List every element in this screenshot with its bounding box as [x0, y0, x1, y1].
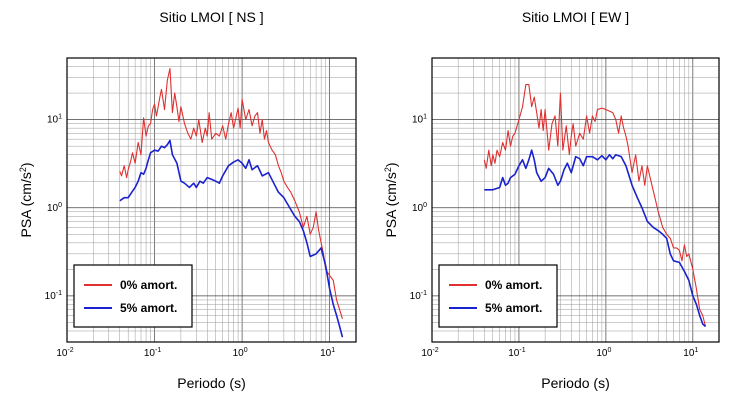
y-tick-label: 10-1: [410, 290, 427, 302]
legend-label: 0% amort.: [120, 278, 177, 292]
y-tick-exponent: 1: [423, 114, 427, 121]
x-tick-base: 10: [508, 348, 520, 359]
chart-title: Sitio LMOI [ EW ]: [522, 9, 629, 25]
x-tick-exponent: 1: [694, 347, 698, 354]
legend-label: 0% amort.: [485, 278, 542, 292]
series-line-damping-0: [119, 67, 343, 319]
y-tick-exponent: -1: [56, 290, 62, 297]
y-tick-label: 100: [412, 202, 427, 214]
grid: [66, 57, 357, 343]
x-tick-label: 10-1: [508, 347, 525, 359]
x-axis-label: Periodo (s): [177, 375, 245, 391]
series-line-damping-0: [483, 83, 707, 327]
x-tick-exponent: 0: [607, 347, 611, 354]
x-axis-label: Periodo (s): [541, 375, 609, 391]
x-tick-exponent: -2: [67, 347, 73, 354]
legend: 0% amort. 5% amort.: [73, 264, 193, 328]
x-tick-base: 10: [144, 348, 156, 359]
legend-box: [438, 264, 558, 328]
y-tick-exponent: -1: [421, 290, 427, 297]
chart-title: Sitio LMOI [ NS ]: [159, 9, 263, 25]
y-axis-label-close: ): [18, 162, 34, 167]
x-tick-exponent: 1: [331, 347, 335, 354]
y-tick-base: 10: [45, 291, 57, 302]
series-line-damping-5: [119, 139, 344, 338]
y-axis-label-close: ): [383, 162, 399, 167]
y-tick-label: 101: [47, 114, 62, 126]
plot-frame: [66, 57, 357, 343]
y-axis-label-superscript: 2: [18, 167, 28, 172]
x-tick-label: 10-1: [144, 347, 161, 359]
y-axis-label-text: PSA (cm/s: [18, 172, 34, 237]
y-tick-label: 100: [47, 202, 62, 214]
y-tick-base: 10: [410, 291, 422, 302]
x-tick-exponent: 0: [244, 347, 248, 354]
x-tick-label: 101: [683, 347, 698, 359]
x-tick-label: 10-2: [56, 347, 73, 359]
y-tick-base: 10: [412, 203, 424, 214]
x-tick-base: 10: [596, 348, 608, 359]
x-tick-label: 100: [596, 347, 611, 359]
x-tick-base: 10: [683, 348, 695, 359]
x-tick-exponent: -1: [519, 347, 525, 354]
y-axis-label: PSA (cm/s2): [18, 162, 34, 237]
y-tick-label: 10-1: [45, 290, 62, 302]
y-tick-exponent: 1: [58, 114, 62, 121]
x-tick-base: 10: [56, 348, 68, 359]
plot-frame: [431, 57, 720, 343]
x-tick-label: 100: [233, 347, 248, 359]
y-tick-exponent: 0: [423, 202, 427, 209]
series-line-damping-5: [484, 149, 707, 328]
x-tick-base: 10: [421, 348, 433, 359]
y-axis-label-superscript: 2: [383, 167, 393, 172]
legend-label: 5% amort.: [485, 301, 542, 315]
y-tick-label: 101: [412, 114, 427, 126]
legend-box: [73, 264, 193, 328]
x-tick-base: 10: [320, 348, 332, 359]
y-tick-base: 10: [412, 115, 424, 126]
legend-label: 5% amort.: [120, 301, 177, 315]
x-tick-label: 10-2: [421, 347, 438, 359]
y-tick-base: 10: [47, 203, 59, 214]
x-tick-exponent: -1: [155, 347, 161, 354]
x-tick-exponent: -2: [432, 347, 438, 354]
y-tick-base: 10: [47, 115, 59, 126]
y-axis-label-text: PSA (cm/s: [383, 172, 399, 237]
legend: 0% amort. 5% amort.: [438, 264, 558, 328]
x-tick-base: 10: [233, 348, 245, 359]
y-tick-exponent: 0: [58, 202, 62, 209]
y-axis-label: PSA (cm/s2): [383, 162, 399, 237]
x-tick-label: 101: [320, 347, 335, 359]
